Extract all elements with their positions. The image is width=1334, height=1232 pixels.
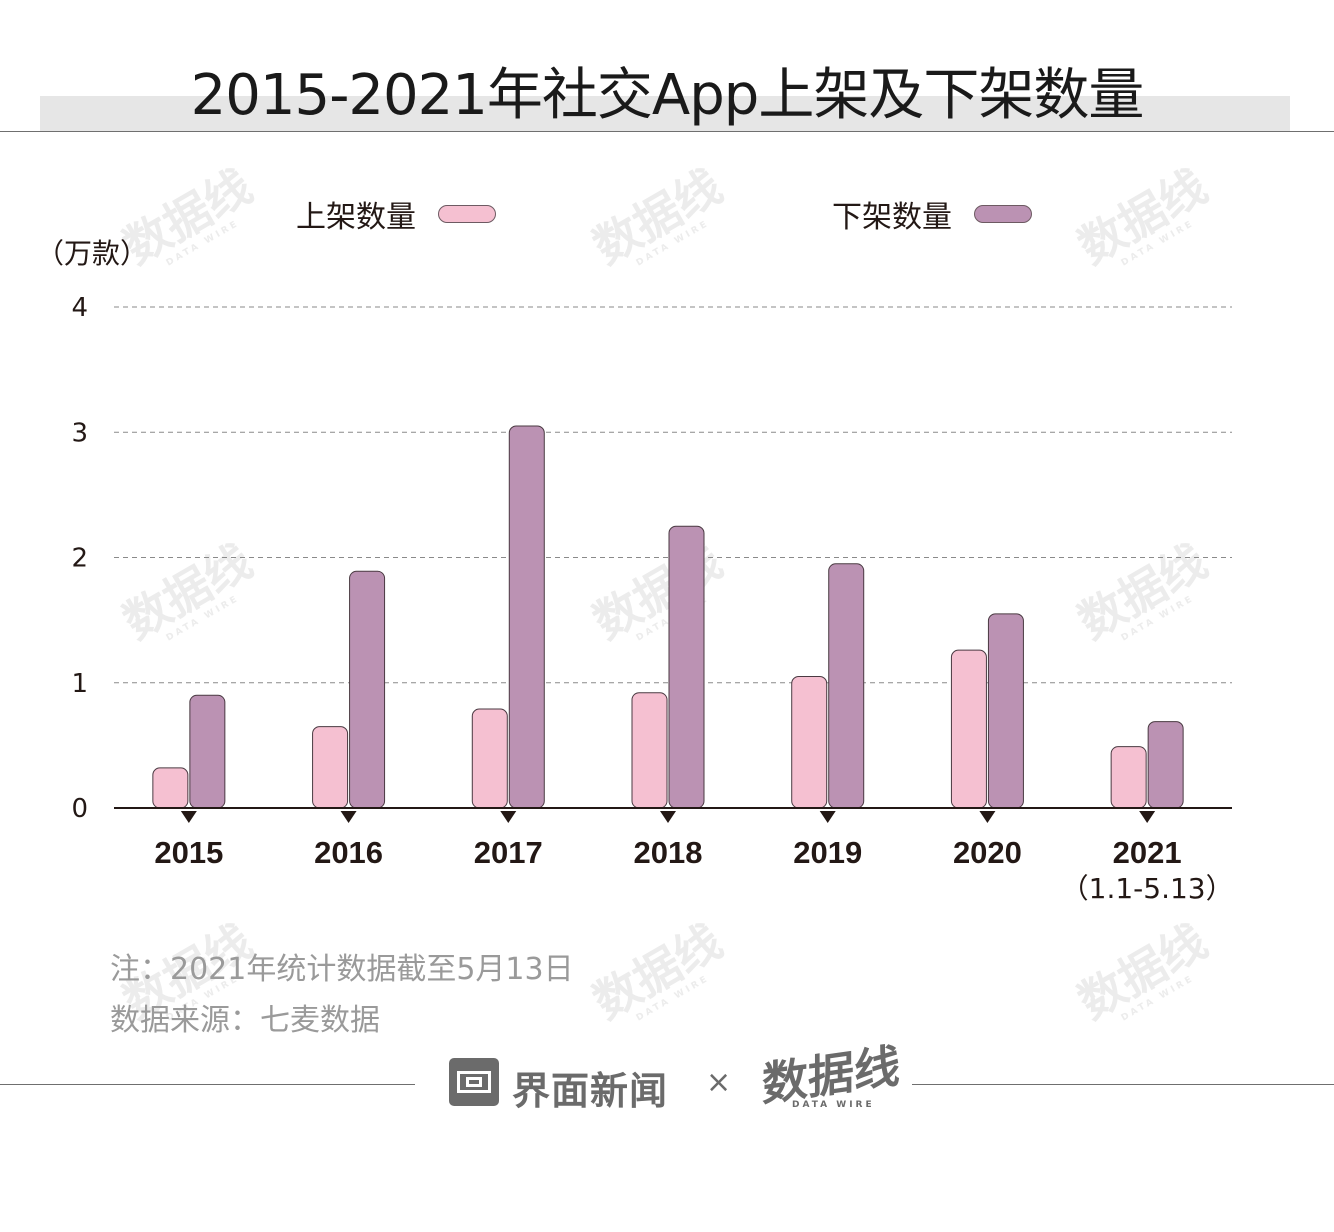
bar <box>987 613 1024 809</box>
bar <box>349 570 386 809</box>
bar <box>950 649 987 809</box>
x-tick-label: 2017 <box>474 835 543 870</box>
y-tick-label: 0 <box>71 794 88 824</box>
bar <box>828 563 865 809</box>
x-tick-marker <box>979 811 996 823</box>
note-text: 注：2021年统计数据截至5月13日 <box>110 952 574 987</box>
watermark-sub: DATA WIRE <box>634 973 712 1024</box>
x-tick-label: 2015 <box>154 835 223 870</box>
data-wire-logo: 数据线 DATA WIRE <box>762 1038 900 1111</box>
footer-divider-right <box>912 1084 1334 1085</box>
x-tick-marker <box>500 811 517 823</box>
title-underline <box>0 131 1334 132</box>
footer-divider-left <box>0 1084 415 1085</box>
bar <box>189 694 226 809</box>
x-tick-marker <box>660 811 676 823</box>
legend-swatch-delisted <box>974 205 1032 223</box>
x-tick-label: 2021 <box>1113 835 1182 870</box>
legend-item-delisted: 下架数量 <box>832 194 1032 235</box>
bar <box>471 708 508 809</box>
y-tick-label: 2 <box>71 544 88 574</box>
y-tick-label: 1 <box>71 669 88 699</box>
bar-chart: 0 1 2 3 4 2015 2016 2017 2018 2019 2020 2021（1.1-5.… <box>71 293 1234 905</box>
x-tick-label: 2020 <box>953 835 1022 870</box>
legend-swatch-listed <box>438 205 496 223</box>
jiemian-logo-icon <box>449 1058 499 1106</box>
bar <box>668 525 705 809</box>
x-tick-label: 2018 <box>634 835 703 870</box>
x-tick-marker <box>340 811 357 823</box>
bar <box>1110 746 1147 809</box>
y-tick-label: 3 <box>71 418 88 448</box>
watermark-sub: DATA WIRE <box>1119 973 1197 1024</box>
jiemian-brand: 界面新闻 <box>512 1069 669 1113</box>
legend-label: 下架数量 <box>832 200 952 235</box>
bar <box>631 692 668 809</box>
x-tick-marker <box>1139 811 1156 823</box>
data-wire-logo-sub: DATA WIRE <box>792 1100 875 1110</box>
x-tick-sublabel: （1.1-5.13） <box>1061 872 1234 905</box>
source-text: 数据来源：七麦数据 <box>110 1003 380 1038</box>
bar <box>152 767 189 809</box>
x-tick-marker <box>180 811 197 823</box>
legend-label: 上架数量 <box>296 200 416 235</box>
x-tick-label: 2019 <box>793 835 862 870</box>
bar <box>791 675 828 809</box>
times-separator: × <box>706 1065 732 1100</box>
x-tick-marker <box>819 811 836 823</box>
chart-title: 2015-2021年社交App上架及下架数量 <box>190 63 1145 128</box>
legend-item-listed: 上架数量 <box>296 194 496 235</box>
y-tick-label: 4 <box>71 293 88 323</box>
x-tick-label: 2016 <box>314 835 383 870</box>
y-axis-unit: （万款） <box>36 237 149 270</box>
title-band <box>40 96 1290 132</box>
bar <box>312 726 349 809</box>
bar <box>508 425 545 809</box>
bar <box>1147 721 1184 809</box>
